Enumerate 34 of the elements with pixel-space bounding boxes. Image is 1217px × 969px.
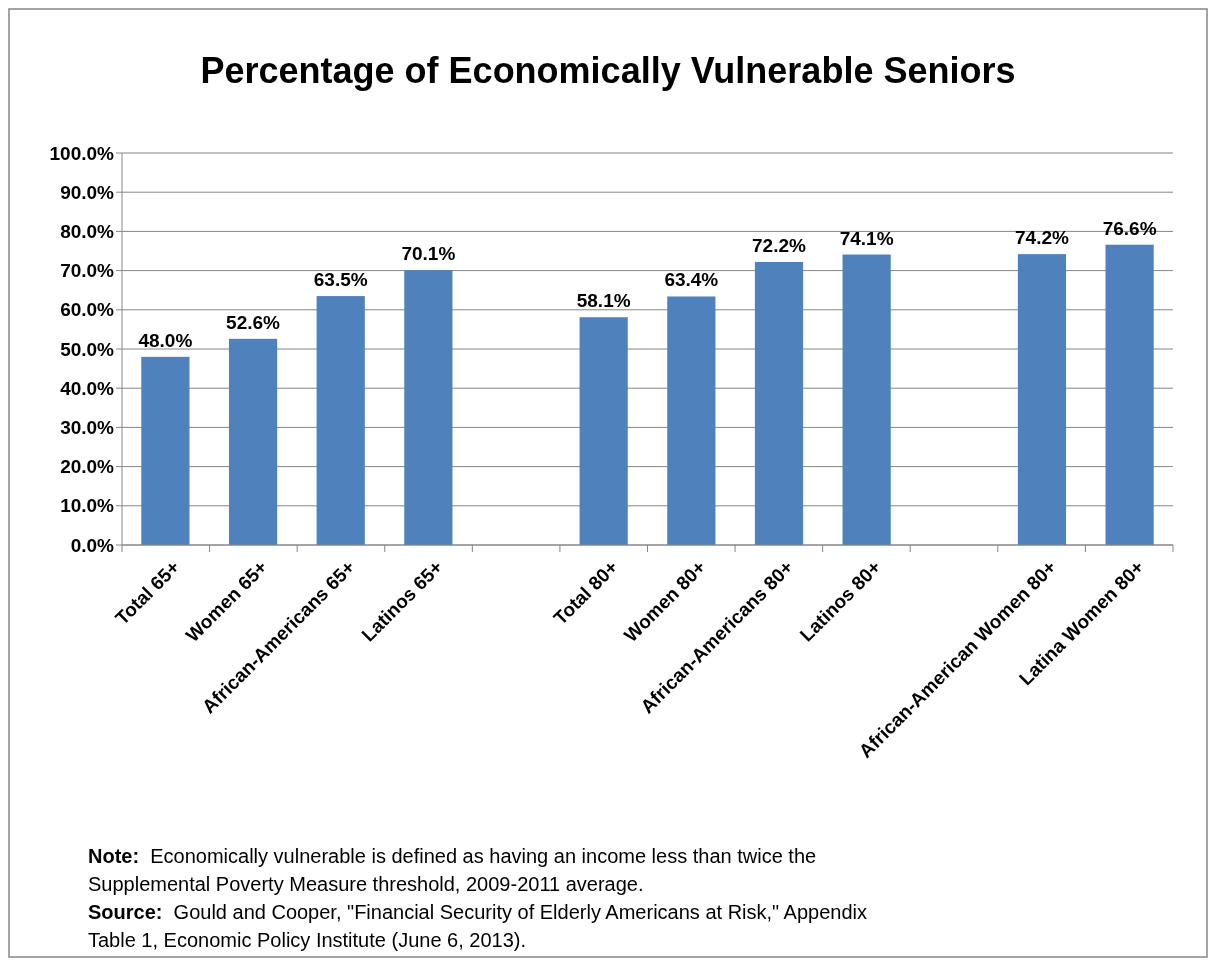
- y-tick-label: 20.0%: [60, 456, 115, 478]
- chart-title: Percentage of Economically Vulnerable Seniors: [200, 50, 1016, 91]
- bar: [404, 270, 453, 545]
- bar: [141, 356, 190, 545]
- data-label: 74.1%: [839, 227, 894, 249]
- y-tick-label: 70.0%: [60, 260, 115, 282]
- y-tick-label: 0.0%: [70, 534, 115, 556]
- bar: [1017, 254, 1067, 545]
- data-label: 48.0%: [138, 329, 193, 351]
- data-label: 74.2%: [1015, 227, 1069, 249]
- y-tick-label: 90.0%: [60, 181, 115, 203]
- y-tick-label: 40.0%: [60, 377, 115, 399]
- y-tick-label: 50.0%: [60, 338, 115, 360]
- y-tick-label: 10.0%: [60, 495, 115, 517]
- bar: [316, 296, 365, 545]
- y-tick-label: 100.0%: [49, 142, 115, 164]
- text: Note: Economically vulnerable is defined as having an income less than twice the Supplemental Poverty Measure threshold, 2009-2011 average.: [88, 845, 817, 895]
- data-label: 52.6%: [226, 311, 281, 333]
- bar: [1105, 244, 1154, 545]
- data-label: 72.2%: [752, 234, 807, 256]
- source-note: Source: Gould and Cooper, "Financial Security of Elderly Americans at Risk," Appendix Table 1, Economic Policy Institute (June 6, 2013).: [88, 901, 868, 951]
- bar: [579, 317, 628, 545]
- data-label: 63.5%: [313, 269, 368, 291]
- data-label: 70.1%: [401, 243, 456, 265]
- bar: [842, 254, 891, 545]
- data-label: 63.4%: [664, 269, 719, 291]
- y-tick-label: 30.0%: [60, 417, 115, 439]
- y-tick-label: 80.0%: [60, 221, 115, 243]
- bar: [228, 338, 278, 545]
- bar: [754, 261, 804, 545]
- data-label: 58.1%: [576, 290, 631, 312]
- y-tick-label: 60.0%: [60, 299, 115, 321]
- bar: [667, 296, 716, 545]
- data-label: 76.6%: [1102, 217, 1157, 239]
